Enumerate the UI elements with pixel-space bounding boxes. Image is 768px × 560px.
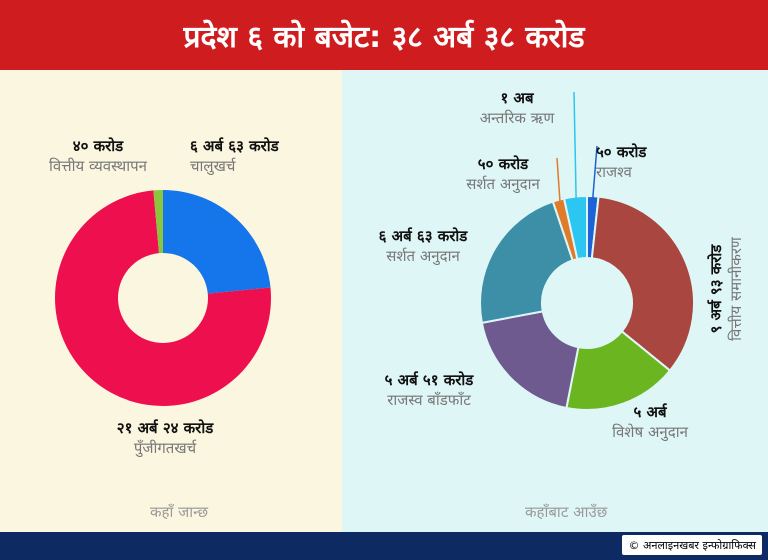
legend-label: वित्तीय व्यवस्थापन [49, 157, 147, 175]
pie-slice [565, 330, 672, 411]
page-title: प्रदेश ६ को बजेट: ३८ अर्ब ३८ करोड [183, 19, 585, 55]
data-label: ६ अर्ब ६३ करोड [378, 227, 468, 245]
data-label: ५० करोड [477, 155, 529, 173]
legend-label: चालुखर्च [190, 157, 236, 175]
data-label: ५ अर्ब ५१ करोड [384, 371, 474, 389]
right-donut [479, 194, 695, 411]
legend-label: वित्तीय समानीकरण [727, 237, 745, 341]
pie-slice [153, 190, 163, 254]
right-panel [342, 70, 768, 532]
data-label: ४० करोड [72, 137, 124, 155]
leader-line [556, 157, 562, 207]
legend-label: पुँजीगतखर्च [133, 439, 197, 457]
legend-label: सर्शत अनुदान [386, 247, 460, 265]
legend-label: सर्शत अनुदान [466, 175, 540, 193]
slice-label-current-expense: ६ अर्ब ६३ करोड चालुखर्च [190, 136, 279, 176]
left-donut [54, 190, 271, 406]
credit-badge: © अनलाइनखबर इन्फोग्राफिक्स [622, 535, 762, 555]
slice-label-capital-expense: २१ अर्ब २४ करोड पुँजीगतखर्च [75, 418, 255, 458]
slice-label-financial-management: ४० करोड वित्तीय व्यवस्थापन [28, 136, 168, 176]
leader-lines [556, 91, 598, 207]
slice-label-revenue: ५० करोड राजश्व [596, 142, 646, 182]
slice-label-internal-loan: १ अब अन्तरिक ऋण [462, 88, 572, 128]
legend-label: राजस्व बाँडफाँट [387, 391, 471, 409]
legend-label: राजश्व [596, 163, 632, 181]
slice-label-special-grant: ५ अर्ब विशेष अनुदान [580, 402, 720, 442]
pie-slice [590, 195, 695, 372]
slice-label-revenue-sharing: ५ अर्ब ५१ करोड राजस्व बाँडफाँट [354, 370, 504, 410]
pie-slice [163, 190, 271, 294]
slice-label-conditional-grant: ६ अर्ब ६३ करोड सर्शत अनुदान [348, 226, 498, 266]
legend-label: अन्तरिक ऋण [479, 109, 555, 127]
pie-slice [54, 190, 271, 406]
data-label: ५ अर्ब [633, 403, 667, 421]
data-label: २१ अर्ब २४ करोड [116, 419, 214, 437]
leader-line [573, 91, 577, 204]
data-label: १ अब [500, 89, 534, 107]
right-caption: कहाँबाट आउँछ [525, 503, 608, 521]
leader-line [591, 145, 598, 204]
pie-slice [479, 200, 574, 325]
data-label: ६ अर्ब ६३ करोड [190, 137, 279, 155]
slice-label-conditional-grant-small: ५० करोड सर्शत अनुदान [438, 154, 568, 194]
pie-slice [562, 194, 588, 261]
header-bar: प्रदेश ६ को बजेट: ३८ अर्ब ३८ करोड [0, 0, 768, 70]
data-label: ५० करोड [596, 143, 647, 161]
left-caption: कहाँ जान्छ [150, 503, 208, 521]
pie-slice [480, 310, 580, 410]
legend-label: विशेष अनुदान [612, 423, 688, 441]
data-label: ९ अर्ब ९३ करोड [707, 244, 725, 334]
slice-label-fiscal-equalization: ९ अर्ब ९३ करोड वित्तीय समानीकरण [706, 214, 752, 364]
